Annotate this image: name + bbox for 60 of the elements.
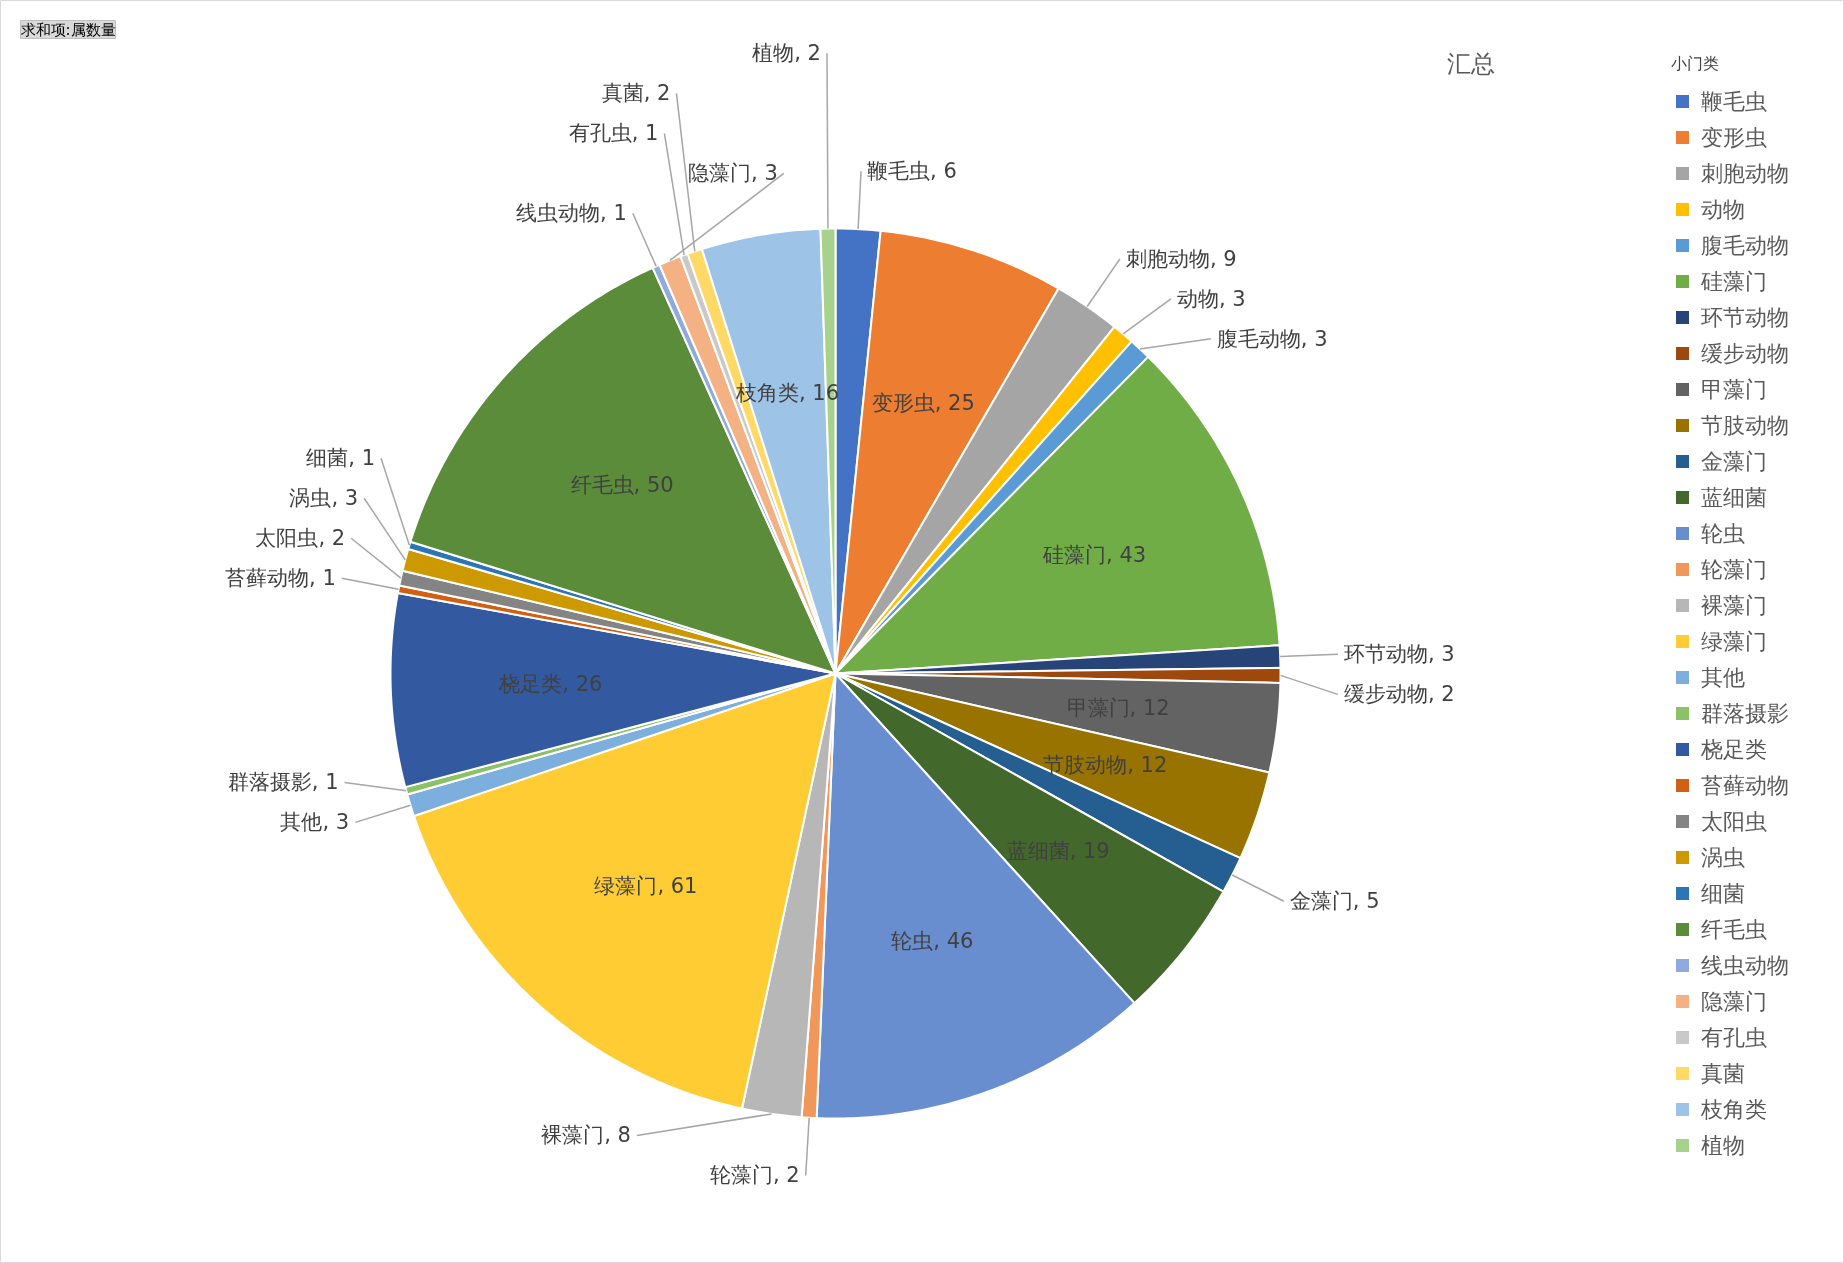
data-label: 其他, 3 (280, 810, 350, 835)
legend-label: 裸藻门 (1700, 593, 1767, 618)
data-label: 腹毛动物, 3 (1216, 326, 1328, 351)
legend-label: 动物 (1700, 197, 1745, 222)
legend-label: 节肢动物 (1700, 413, 1789, 438)
data-label: 隐藻门, 3 (688, 161, 778, 186)
data-label: 涡虫, 3 (289, 486, 359, 511)
text: 求和项:属数量 (20, 20, 116, 39)
data-label: 线虫动物, 1 (516, 201, 627, 226)
legend-label: 蓝细菌 (1700, 485, 1767, 510)
data-label: 苔藓动物, 1 (225, 566, 336, 591)
legend-label: 太阳虫 (1700, 809, 1767, 834)
data-label: 轮藻门, 2 (710, 1163, 800, 1188)
data-label: 绿藻门, 61 (594, 874, 698, 899)
data-label: 有孔虫, 1 (568, 121, 659, 146)
legend-label: 鞭毛虫 (1700, 89, 1767, 114)
legend-label: 苔藓动物 (1700, 773, 1789, 798)
data-label: 缓步动物, 2 (1343, 682, 1455, 707)
data-label: 硅藻门, 43 (1042, 543, 1147, 568)
chart-title: 汇总 (1446, 49, 1495, 78)
legend-label: 刺胞动物 (1700, 161, 1789, 186)
data-label: 太阳虫, 2 (255, 526, 346, 551)
legend-title: 小门类 (1670, 54, 1719, 73)
data-label: 群落摄影, 1 (227, 770, 339, 795)
data-label: 刺胞动物, 9 (1125, 246, 1237, 271)
legend-label: 变形虫 (1700, 125, 1767, 150)
legend-label: 群落摄影 (1700, 701, 1789, 726)
data-label: 轮虫, 46 (891, 929, 974, 954)
legend-label: 线虫动物 (1700, 953, 1789, 978)
data-label: 环节动物, 3 (1343, 642, 1455, 667)
data-label: 鞭毛虫, 6 (867, 159, 957, 184)
data-label: 植物, 2 (752, 41, 821, 66)
legend-label: 轮虫 (1700, 521, 1745, 546)
legend-label: 涡虫 (1700, 845, 1745, 870)
legend-label: 细菌 (1700, 881, 1745, 906)
legend-label: 真菌 (1700, 1061, 1745, 1086)
data-label: 变形虫, 25 (871, 390, 975, 415)
legend-label: 甲藻门 (1700, 377, 1767, 402)
data-label: 纤毛虫, 50 (570, 472, 674, 497)
data-label: 桡足类, 26 (498, 672, 603, 697)
legend-label: 纤毛虫 (1700, 917, 1767, 942)
legend-label: 腹毛动物 (1700, 233, 1789, 258)
legend-label: 隐藻门 (1700, 989, 1767, 1014)
legend-label: 有孔虫 (1700, 1025, 1767, 1050)
legend-label: 轮藻门 (1700, 557, 1767, 582)
data-label: 金藻门, 5 (1289, 889, 1380, 914)
data-label: 动物, 3 (1176, 286, 1246, 311)
legend-label: 其他 (1700, 665, 1745, 690)
legend-label: 金藻门 (1700, 449, 1767, 474)
legend-label: 硅藻门 (1699, 269, 1767, 294)
legend-label: 缓步动物 (1700, 341, 1789, 366)
legend-label: 植物 (1700, 1133, 1745, 1158)
data-label: 真菌, 2 (601, 81, 671, 106)
data-label: 细菌, 1 (306, 446, 376, 471)
legend-label: 桡足类 (1699, 737, 1767, 762)
legend-label: 环节动物 (1700, 305, 1789, 330)
legend-label: 枝角类 (1699, 1097, 1767, 1122)
data-label: 裸藻门, 8 (541, 1123, 631, 1148)
data-label: 节肢动物, 12 (1043, 752, 1168, 777)
legend-label: 绿藻门 (1700, 629, 1767, 654)
